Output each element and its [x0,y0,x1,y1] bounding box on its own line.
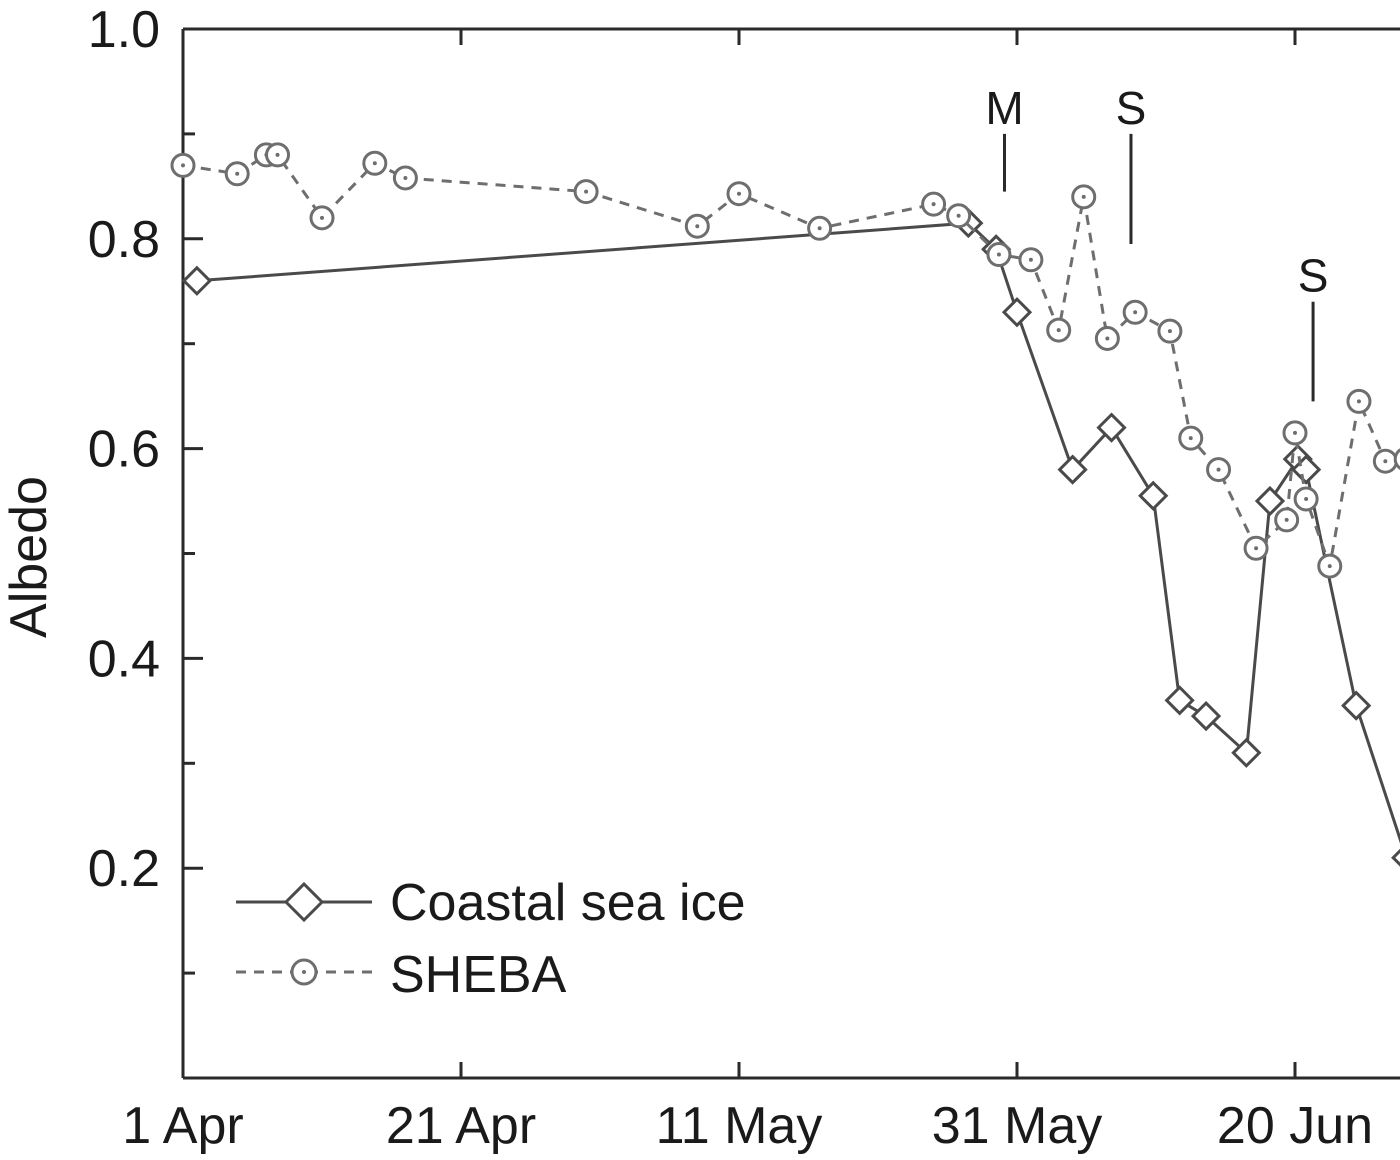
data-point-center [931,202,936,207]
y-tick-label: 0.2 [88,840,160,898]
data-point-diamond [1138,480,1169,511]
data-point-center [737,191,741,196]
y-tick-label: 1.0 [88,1,160,59]
data-point-center [1293,430,1297,435]
data-point-center [1254,546,1259,551]
x-tick-label: 31 May [932,1097,1103,1155]
annotation-layer: M S S [985,82,1329,402]
event-marker-label: M [985,82,1023,134]
data-point-circle [1393,448,1400,470]
series-coastal-sea-ice [181,207,1400,867]
data-point-center [275,152,280,157]
x-axis: 1 Apr 21 Apr 11 May 31 May 20 Jun [122,29,1373,1155]
data-point-center [817,226,822,231]
data-point-center [1383,459,1388,464]
data-point-center [695,224,700,229]
data-point-center [1216,467,1221,472]
event-marker-m: M [985,82,1024,192]
data-point-diamond [1391,848,1400,867]
y-tick-label: 0.8 [88,211,160,269]
data-point-diamond [1190,700,1222,732]
data-point-center [235,171,240,176]
series-line [182,153,1400,572]
data-point-center [1105,336,1110,341]
y-tick-label: 0.4 [88,630,160,688]
data-point-center [1284,517,1289,522]
data-point-diamond [1164,685,1195,716]
event-marker-label: S [1116,82,1147,134]
x-tick-label: 20 Jun [1217,1097,1373,1155]
y-tick-label: 0.6 [88,421,160,479]
data-point-center [1327,564,1332,569]
x-tick-label: 1 Apr [122,1097,243,1155]
data-point-center [181,163,185,168]
data-point-center [1133,310,1138,315]
event-marker-s: S [1116,82,1147,245]
data-point-center [1167,329,1172,334]
data-point-center [403,175,408,180]
data-point-center [1056,328,1061,333]
legend-circle-dot-icon [302,970,306,974]
data-point-center [1356,399,1361,404]
data-point-center [584,189,589,194]
data-point-center [1081,194,1086,199]
event-marker-s: S [1298,250,1329,402]
data-point-diamond [1231,737,1262,768]
series-layer [170,142,1400,867]
data-point-diamond [1341,690,1372,721]
legend: Coastal sea ice SHEBA [236,874,746,1004]
series-sheba [170,142,1400,579]
data-point-center [320,215,324,220]
data-point-center [1028,257,1033,262]
y-axis-title: Albedo [0,476,58,638]
data-point-center [1188,436,1193,441]
data-point-diamond [181,265,213,296]
data-point-diamond [1001,297,1033,328]
y-axis: 0.2 0.4 0.6 0.8 1.0 [88,1,203,975]
legend-label-sheba: SHEBA [390,946,567,1004]
data-point-center [956,213,961,218]
data-point-diamond [1254,485,1286,517]
legend-diamond-icon [283,881,325,923]
plot-frame [181,27,1400,1080]
legend-item-coastal-sea-ice: Coastal sea ice [236,874,746,932]
data-point-center [372,161,377,166]
legend-item-sheba: SHEBA [236,946,567,1004]
data-point-center [1304,496,1309,501]
x-tick-label: 21 Apr [386,1097,536,1155]
series-line [196,221,1400,844]
data-point-diamond [1096,412,1127,443]
event-marker-label: S [1298,250,1329,302]
x-tick-label: 11 May [656,1097,823,1155]
legend-label-coastal-sea-ice: Coastal sea ice [390,874,746,932]
data-point-center [996,252,1001,257]
data-point-diamond [1057,454,1088,485]
